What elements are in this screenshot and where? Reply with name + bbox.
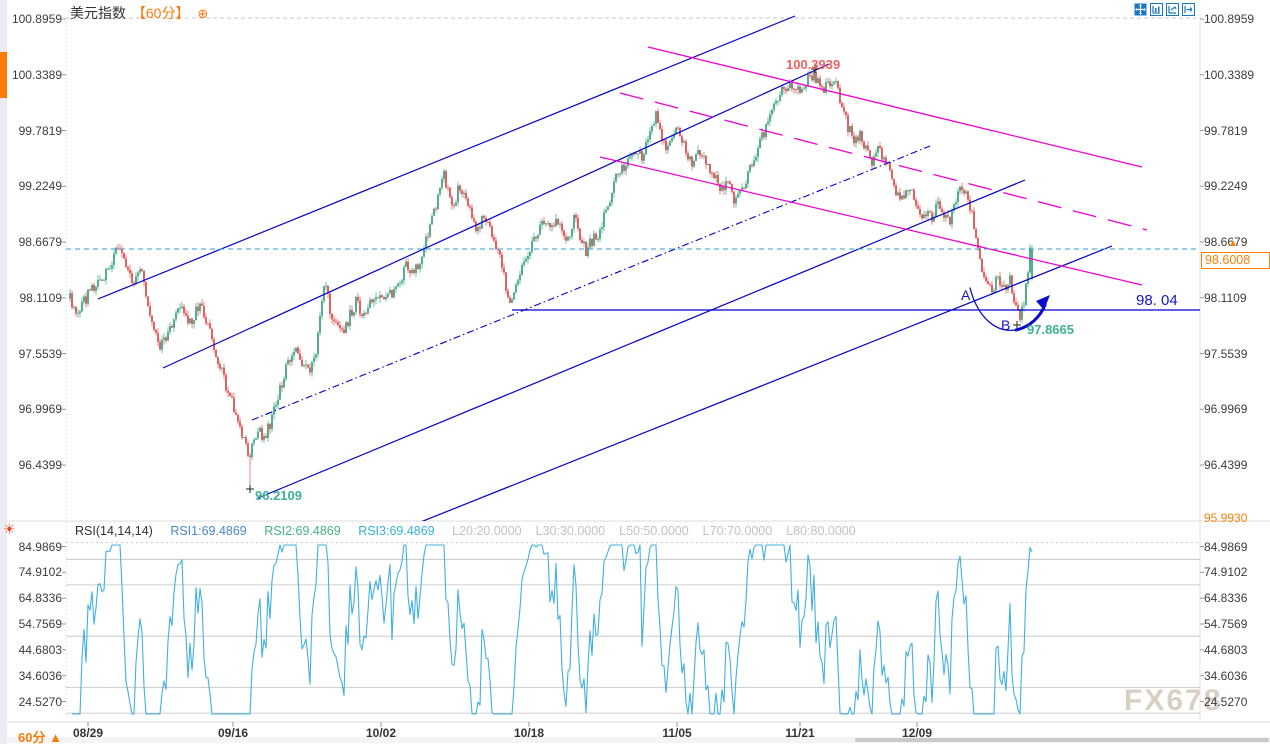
- horizontal-scrollbar[interactable]: [7, 737, 1270, 743]
- y-axis-scale-icon[interactable]: [1150, 3, 1163, 16]
- rsi-level-label: L80:80.0000: [786, 524, 856, 538]
- rsi3-value: RSI3:69.4869: [358, 524, 435, 538]
- rsi-level-labels: L20:20.0000 L30:30.0000 L50:50.0000 L70:70.…: [452, 524, 870, 538]
- chart-header: 美元指数 【60分】 ⊕: [70, 3, 208, 23]
- chart-toolbar: [1134, 3, 1195, 16]
- pane-low-marker: 95.9930: [1204, 511, 1248, 525]
- add-indicator-icon[interactable]: ⊕: [197, 6, 209, 21]
- falling-dashed[interactable]: [619, 92, 1148, 231]
- side-toolbar-active-segment[interactable]: [0, 52, 7, 98]
- timeframe-arrow-icon[interactable]: ▲: [49, 730, 62, 744]
- timeframe-button[interactable]: 60分 ▲: [18, 727, 62, 744]
- restore-view-icon[interactable]: [1182, 3, 1195, 16]
- falling-channel-1[interactable]: [647, 46, 1143, 168]
- rsi-level-label: L70:70.0000: [702, 524, 773, 538]
- rsi-level-label: L20:20.0000: [452, 524, 522, 538]
- pan-tool-icon[interactable]: [1134, 3, 1147, 16]
- rsi-name: RSI(14,14,14): [75, 524, 153, 538]
- rsi1-value: RSI1:69.4869: [170, 524, 247, 538]
- rsi-level-label: L50:50.0000: [619, 524, 689, 538]
- rising-channel-1[interactable]: [97, 15, 796, 300]
- rsi-level-label: L30:30.0000: [535, 524, 606, 538]
- timeframe-label[interactable]: 60分: [18, 730, 46, 744]
- falling-channel-2[interactable]: [599, 156, 1143, 286]
- rising-channel-2[interactable]: [162, 63, 830, 369]
- x-axis-scale-icon[interactable]: [1166, 3, 1179, 16]
- rsi2-value: RSI2:69.4869: [264, 524, 341, 538]
- indicator-settings-icon[interactable]: ☀: [3, 521, 16, 537]
- last-price-badge: 98.6008: [1201, 252, 1270, 269]
- scrollbar-thumb[interactable]: [855, 738, 1269, 742]
- rising-dashdot[interactable]: [251, 145, 931, 421]
- watermark: FX678: [1124, 684, 1223, 717]
- rising-channel-3[interactable]: [257, 179, 1026, 499]
- side-toolbar[interactable]: [0, 0, 7, 744]
- price-up-arrow-icon: ▲: [1228, 238, 1238, 249]
- rising-channel-4[interactable]: [378, 245, 1113, 539]
- period-tag[interactable]: 【60分】: [131, 5, 190, 21]
- instrument-title: 美元指数: [70, 5, 126, 21]
- rsi-indicator-header: RSI(14,14,14) RSI1:69.4869 RSI2:69.4869 …: [75, 524, 884, 538]
